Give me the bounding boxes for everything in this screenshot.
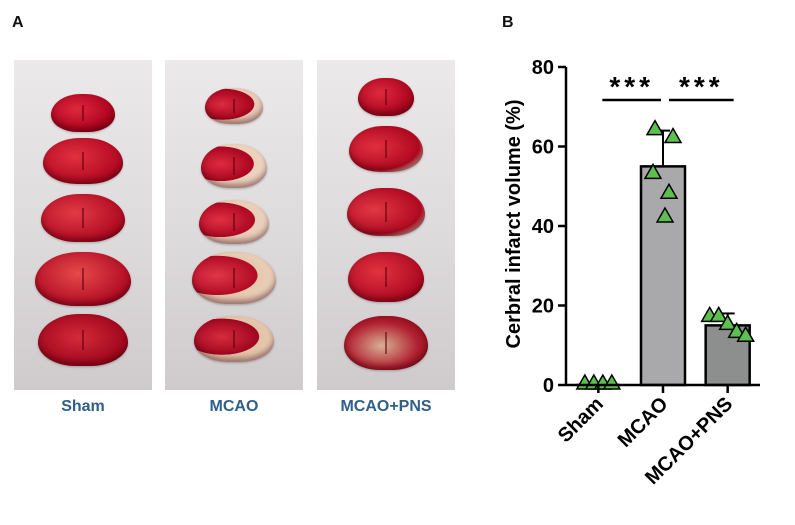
y-axis-label: Cerbral infarct volume (%) xyxy=(503,100,525,349)
data-point xyxy=(663,127,683,144)
data-point xyxy=(736,325,755,343)
sham-label: Sham xyxy=(61,398,105,415)
mcao-pns-brain-photo xyxy=(317,60,455,390)
data-point xyxy=(643,162,663,180)
mcao-pns-label: MCAO+PNS xyxy=(340,398,432,415)
significance-label: *** xyxy=(609,71,654,102)
y-tick-label: 0 xyxy=(543,375,554,397)
x-tick-label: MCAO xyxy=(614,393,673,452)
data-point xyxy=(659,182,679,199)
x-tick-label: Sham xyxy=(554,393,608,447)
y-tick-label: 40 xyxy=(532,216,554,238)
data-point xyxy=(727,321,746,339)
data-point xyxy=(709,305,728,323)
significance-label: *** xyxy=(679,71,724,102)
y-tick-label: 80 xyxy=(532,57,554,79)
data-point xyxy=(645,119,665,136)
mcao-brain-photo xyxy=(165,60,303,390)
y-tick-label: 60 xyxy=(532,137,554,159)
data-point xyxy=(655,206,675,223)
data-point xyxy=(718,313,737,331)
y-tick-label: 20 xyxy=(532,296,554,318)
mcao-label: MCAO xyxy=(209,398,259,415)
panel-b-label: B xyxy=(502,14,514,31)
sham-brain-photo xyxy=(14,60,152,390)
bar xyxy=(639,165,687,387)
panel-a-label: A xyxy=(12,14,24,31)
